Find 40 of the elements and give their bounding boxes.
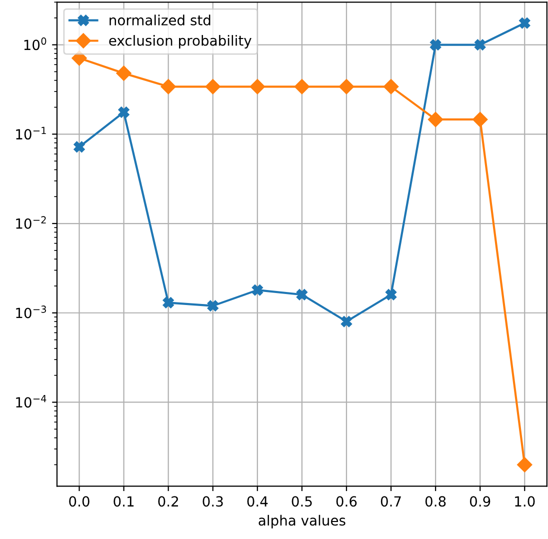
point (160, 79, 176, 94)
y-tick-label: 10$^{−3}$ (16, 306, 46, 318)
point (385, 289, 397, 300)
x-tick-label: 0.4 (247, 496, 268, 507)
point (252, 284, 263, 296)
point (340, 316, 352, 328)
y-tick-label: 10$^{0}$ (24, 37, 46, 50)
legend-label: exclusion probability (109, 35, 252, 48)
point (294, 79, 310, 94)
x-tick-label: 0.0 (69, 496, 90, 507)
y-tick-label: 10$^{−4}$ (16, 395, 46, 408)
x-tick-label: 0.1 (114, 496, 134, 507)
point (74, 141, 85, 152)
point (250, 79, 265, 94)
x-tick-label: 0.2 (158, 496, 178, 507)
point (162, 297, 174, 308)
point (383, 79, 399, 94)
point (207, 300, 218, 312)
point (517, 457, 532, 472)
y-tick-label: 10$^{−2}$ (16, 216, 46, 229)
x-tick-label: 0.3 (202, 496, 223, 507)
point (474, 39, 486, 50)
x-axis-title: alpha values (258, 514, 346, 528)
point (428, 112, 444, 128)
point (338, 79, 354, 94)
x-tick-label: 1.0 (515, 496, 535, 507)
point (205, 79, 220, 94)
legend-label: normalized std (110, 14, 210, 26)
point (116, 66, 132, 81)
x-tick-label: 0.9 (470, 496, 490, 507)
x-tick-label: 0.8 (425, 496, 446, 507)
x-tick-label: 0.6 (336, 496, 357, 507)
y-tick-label: 10$^{−1}$ (16, 126, 46, 140)
point (519, 18, 530, 29)
point (118, 106, 130, 118)
x-tick-label: 0.5 (292, 496, 312, 507)
point (472, 112, 488, 128)
point (296, 289, 308, 300)
x-tick-label: 0.7 (380, 496, 401, 507)
point (430, 39, 442, 50)
